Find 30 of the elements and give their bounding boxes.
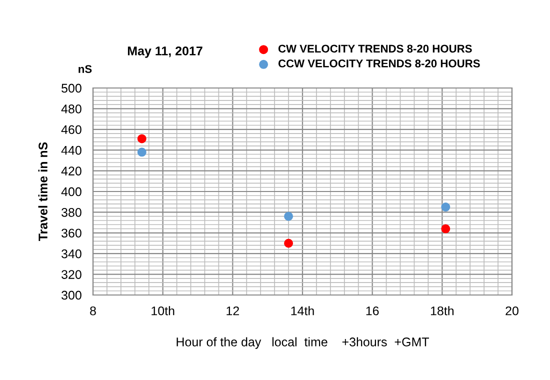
x-tick-label: 14th	[291, 306, 314, 316]
point	[284, 238, 294, 248]
x-tick-label: 16	[366, 306, 379, 316]
legend-label: CCW VELOCITY TRENDS 8-20 HOURS	[278, 60, 480, 68]
y-axis-title: Travel time in nS	[38, 142, 48, 242]
x-axis-title: Hour of the day local time +3hours +GMT	[176, 337, 430, 349]
y-tick-label: 320	[62, 270, 82, 279]
x-tick-label: 8	[90, 306, 96, 316]
y-tick-label: 400	[61, 187, 82, 196]
x-tick-label: 10th	[152, 306, 174, 316]
x-tick-label: 18th	[430, 306, 454, 316]
x-tick-label: 12	[226, 306, 239, 316]
point	[137, 134, 146, 144]
point	[441, 224, 450, 234]
y-tick-label: 360	[62, 228, 82, 238]
y-tick-label: 440	[61, 146, 82, 155]
text: nS	[78, 65, 92, 73]
legend-label: CW VELOCITY TRENDS 8-20 HOURS	[278, 44, 472, 53]
point	[441, 202, 450, 212]
y-tick-label: 380	[62, 208, 82, 217]
y-tick-label: 300	[62, 290, 82, 300]
point	[284, 212, 294, 221]
y-tick-label: 500	[62, 84, 82, 93]
y-tick-label: 480	[61, 104, 82, 114]
x-tick-label: 20	[506, 306, 518, 316]
chart-title: May 11, 2017	[128, 46, 202, 58]
y-tick-label: 340	[62, 249, 82, 258]
point	[137, 148, 146, 157]
y-tick-label: 420	[61, 166, 82, 176]
y-tick-label: 460	[61, 125, 82, 134]
